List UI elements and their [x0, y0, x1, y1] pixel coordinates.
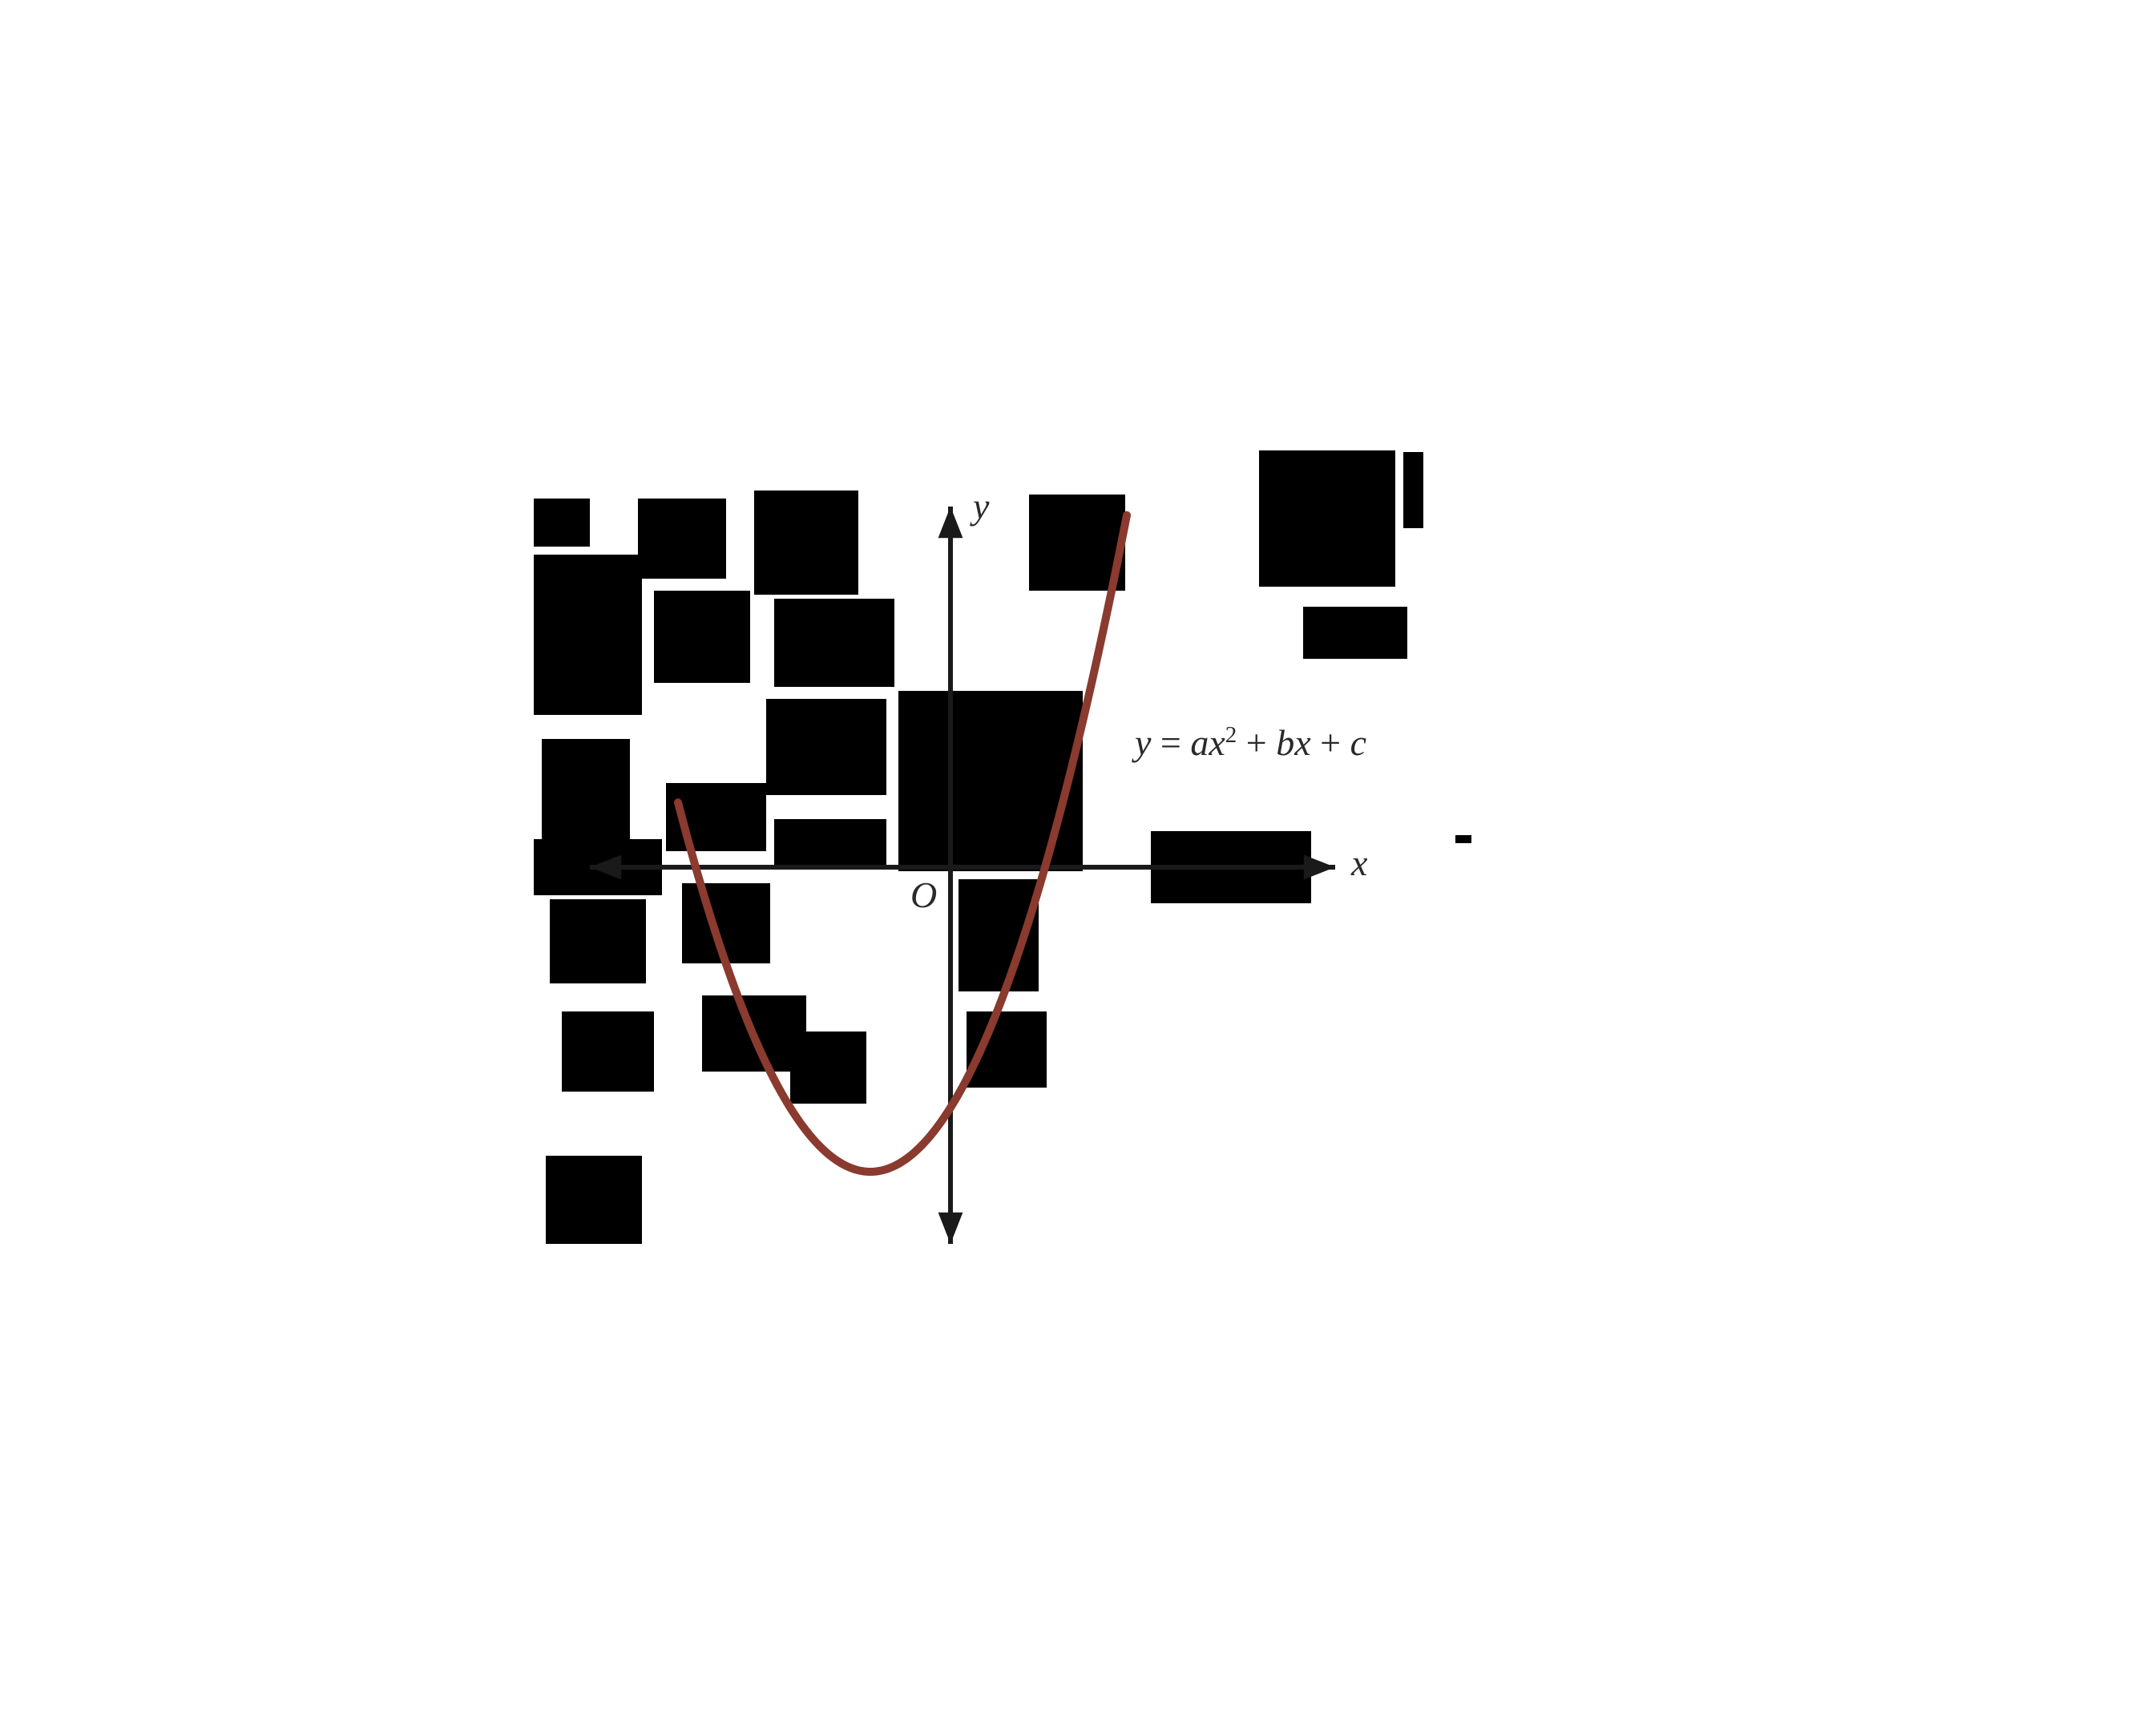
origin-label: O — [910, 874, 937, 915]
parabola-chart: x y Oy = ax2 + bx + c — [534, 434, 1601, 1302]
chart-svg: x y Oy = ax2 + bx + c — [534, 434, 1601, 1302]
x-axis-label: x — [1350, 842, 1368, 883]
equation-label: y = ax2 + bx + c — [1132, 722, 1366, 763]
y-axis-label: y — [970, 486, 990, 527]
